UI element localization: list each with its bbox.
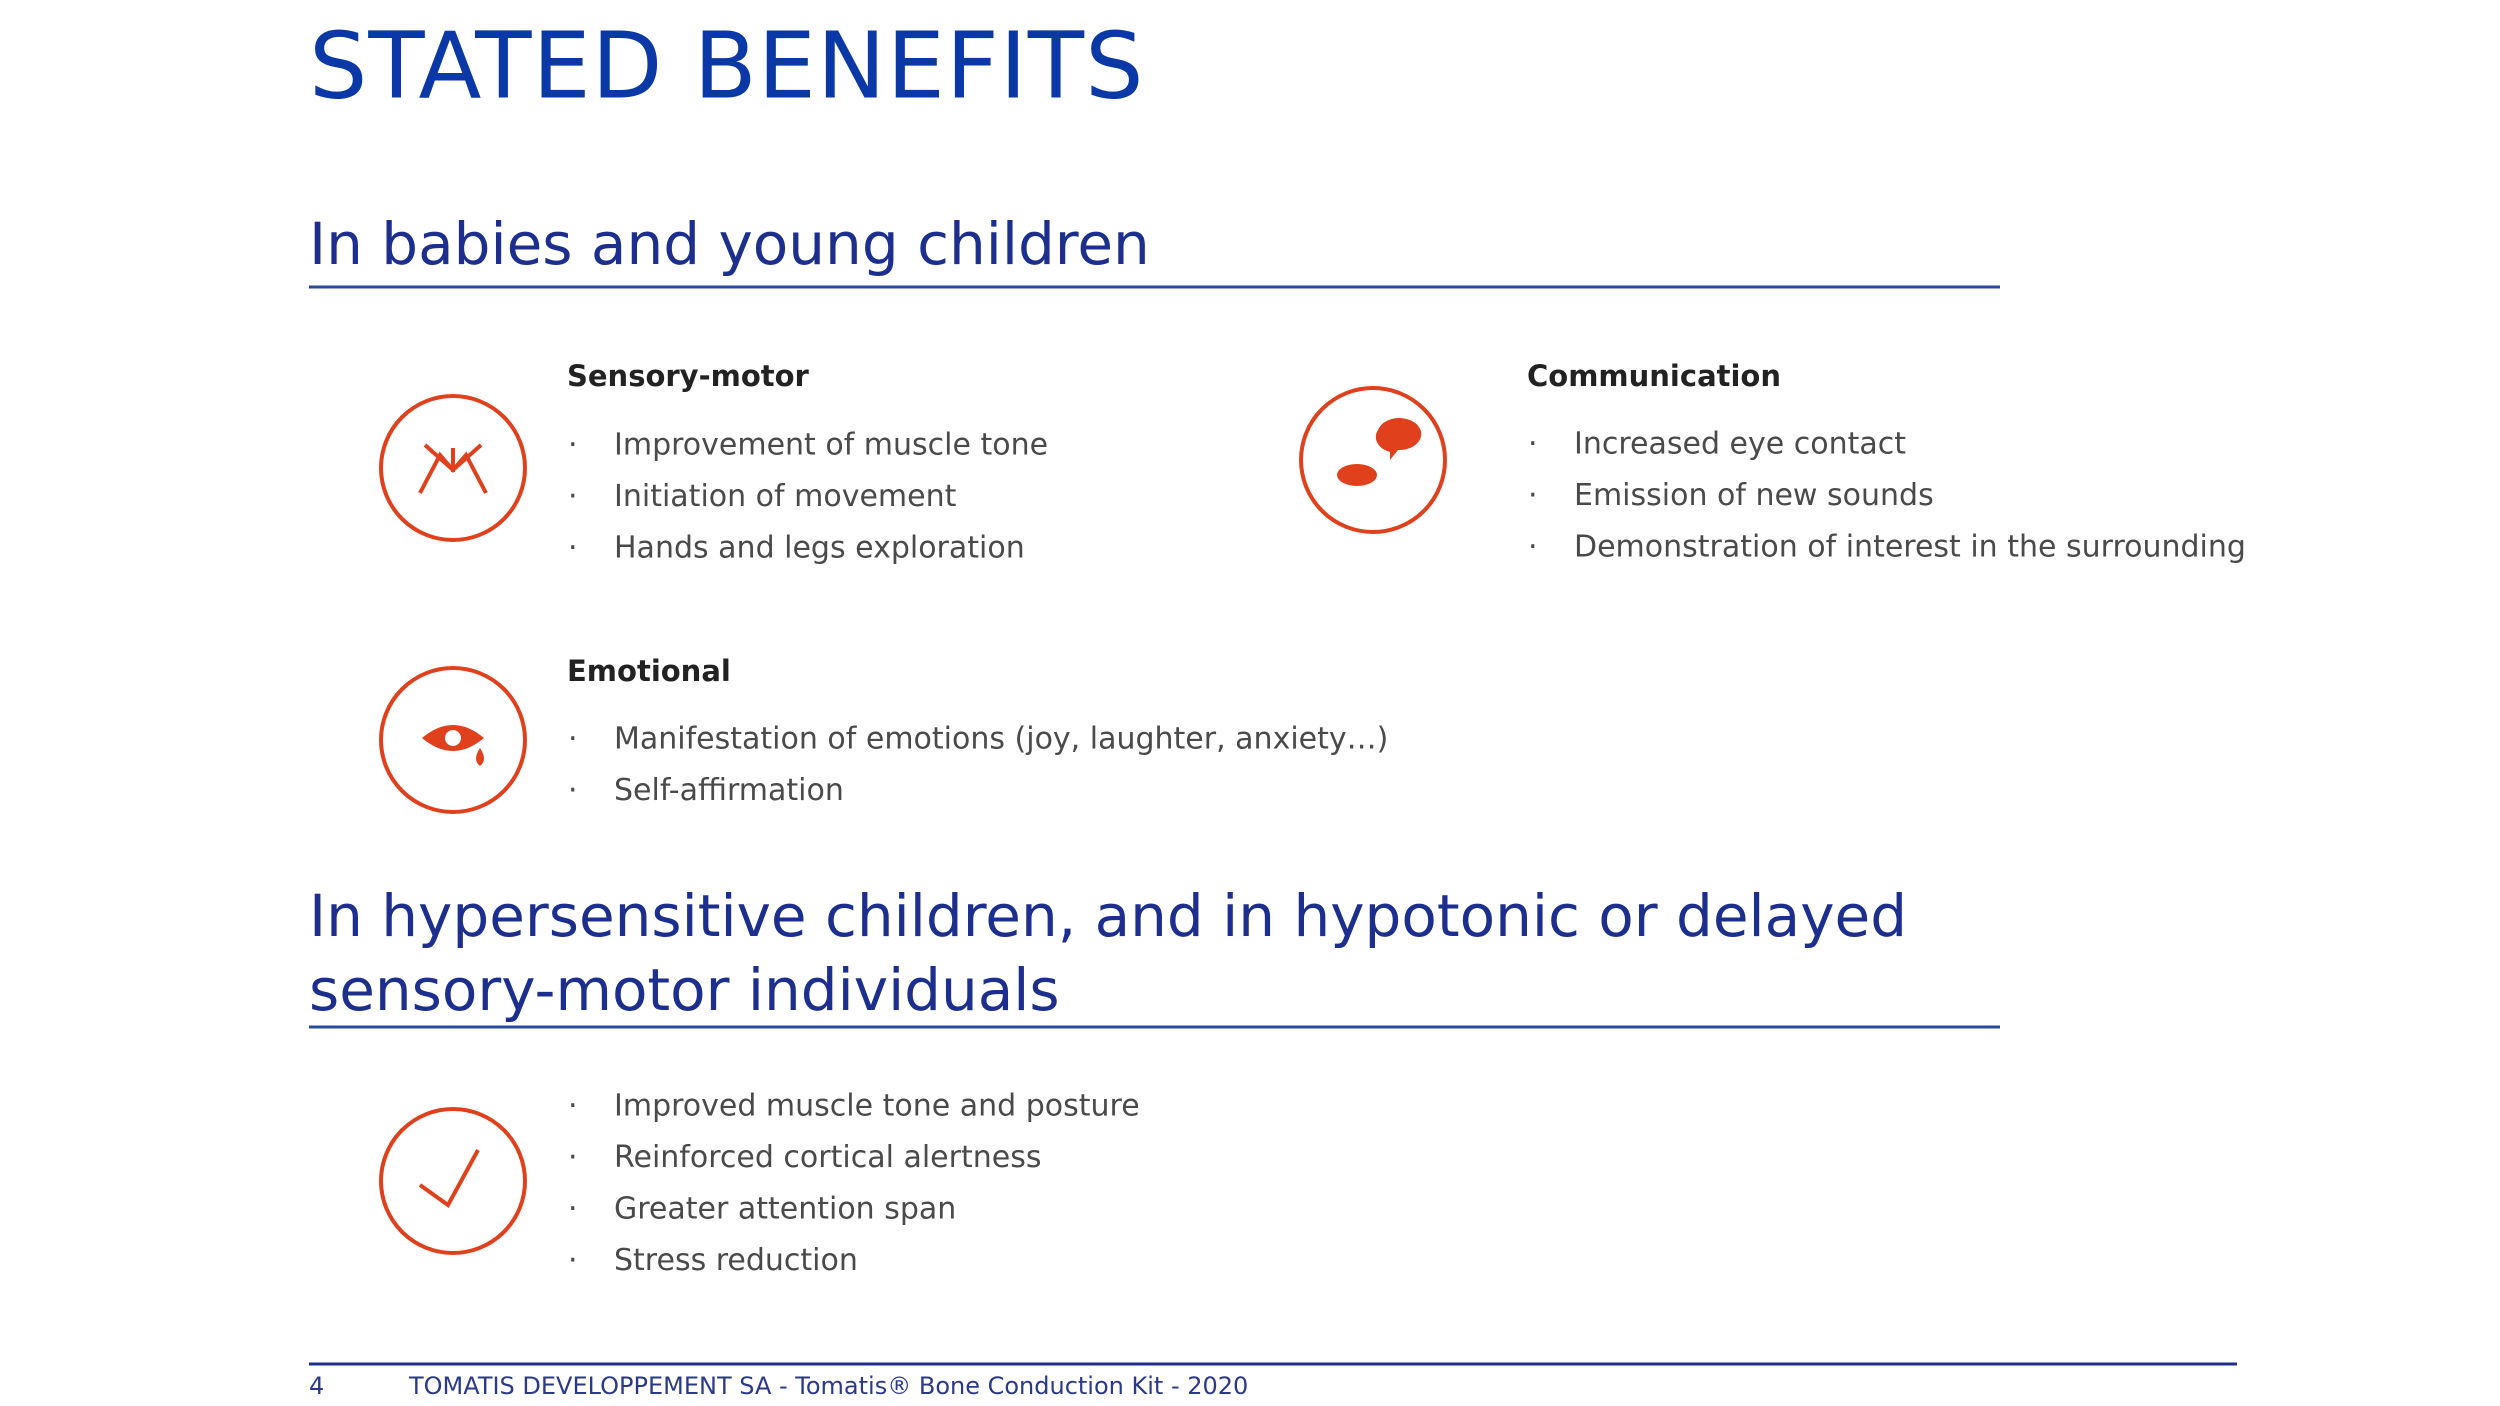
icon-communication bbox=[1299, 386, 1447, 534]
bullet: · bbox=[1528, 427, 1538, 462]
bullet-item: Emission of new sounds bbox=[1574, 478, 1934, 513]
bullet: · bbox=[568, 1089, 578, 1124]
bullet-item: Increased eye contact bbox=[1574, 427, 1906, 462]
group-title: Emotional bbox=[567, 654, 731, 688]
footer-text: TOMATIS DEVELOPPEMENT SA - Tomatis® Bone… bbox=[408, 1372, 1248, 1400]
bullet: · bbox=[568, 479, 578, 514]
bullet-item: Hands and legs exploration bbox=[614, 531, 1025, 566]
title: STATED BENEFITS bbox=[309, 12, 1145, 119]
icon-emotional bbox=[379, 666, 527, 814]
bullet-item: Greater attention span bbox=[614, 1192, 956, 1227]
group-title: Sensory-motor bbox=[567, 359, 810, 393]
bullet: · bbox=[568, 722, 578, 757]
bullet: · bbox=[1528, 478, 1538, 513]
bullet-item: Reinforced cortical alertness bbox=[614, 1140, 1041, 1175]
bullet: · bbox=[568, 773, 578, 808]
section-heading: In hypersensitive children, and in hypot… bbox=[309, 882, 1907, 950]
icon-check bbox=[379, 1107, 527, 1255]
icon-sensory-motor bbox=[379, 394, 527, 542]
bullet: · bbox=[568, 428, 578, 463]
group-title: Communication bbox=[1527, 359, 1781, 393]
bullet: · bbox=[568, 1243, 578, 1278]
bullet-item: Improved muscle tone and posture bbox=[614, 1089, 1140, 1124]
bullet: · bbox=[568, 1192, 578, 1227]
section-heading: In babies and young children bbox=[309, 210, 1150, 278]
bullet-item: Demonstration of interest in the surroun… bbox=[1574, 530, 2246, 565]
bullet-item: Improvement of muscle tone bbox=[614, 428, 1048, 463]
bullet: · bbox=[1528, 530, 1538, 565]
bullet: · bbox=[568, 531, 578, 566]
bullet: · bbox=[568, 1140, 578, 1175]
bullet-item: Self-affirmation bbox=[614, 773, 844, 808]
bullet-item: Initiation of movement bbox=[614, 479, 957, 514]
page-number: 4 bbox=[309, 1372, 324, 1400]
section-heading: sensory-motor individuals bbox=[309, 956, 1060, 1024]
bullet-item: Stress reduction bbox=[614, 1243, 858, 1278]
bullet-item: Manifestation of emotions (joy, laughter… bbox=[614, 722, 1388, 757]
